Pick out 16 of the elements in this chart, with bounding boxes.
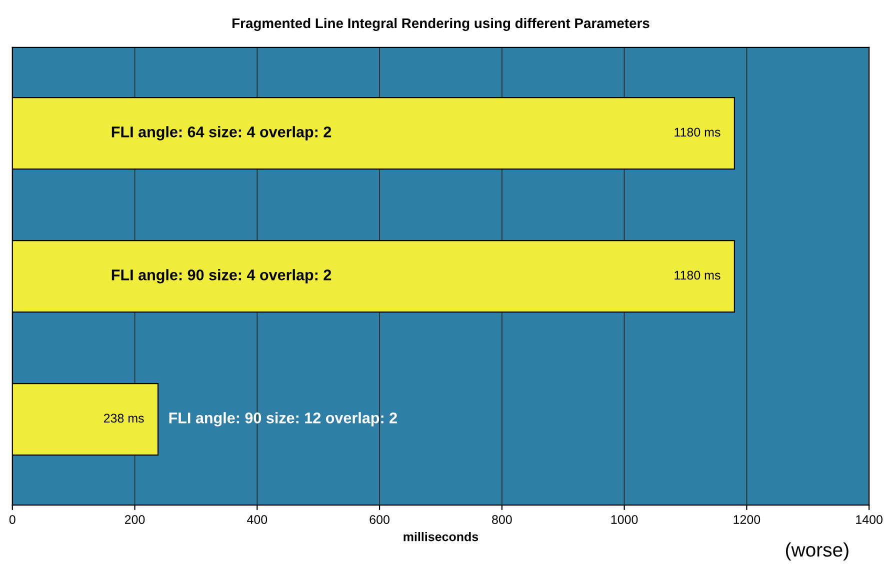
chart-title: Fragmented Line Integral Rendering using different Parameters <box>232 18 650 31</box>
text: (worse) <box>786 542 848 561</box>
x-tick-label: 0 <box>9 515 16 524</box>
x-axis-title: milliseconds <box>404 532 478 542</box>
data-label: 1180 ms <box>674 128 720 137</box>
x-tick-label: 1000 <box>611 515 638 524</box>
data-label: 238 ms <box>104 414 144 423</box>
data-label: 1180 ms <box>674 270 720 280</box>
x-tick-label: 600 <box>370 515 390 524</box>
x-tick-label: 400 <box>247 515 268 524</box>
y-tick-label: FLI angle: 90 size: 4 overlap: 2 <box>112 269 332 284</box>
x-tick-label: 200 <box>124 515 145 524</box>
x-tick-label: 1200 <box>734 515 760 524</box>
x-tick-label: 1400 <box>856 515 882 524</box>
y-tick-label: FLI angle: 64 size: 4 overlap: 2 <box>112 126 332 140</box>
x-tick-label: 800 <box>492 515 512 524</box>
